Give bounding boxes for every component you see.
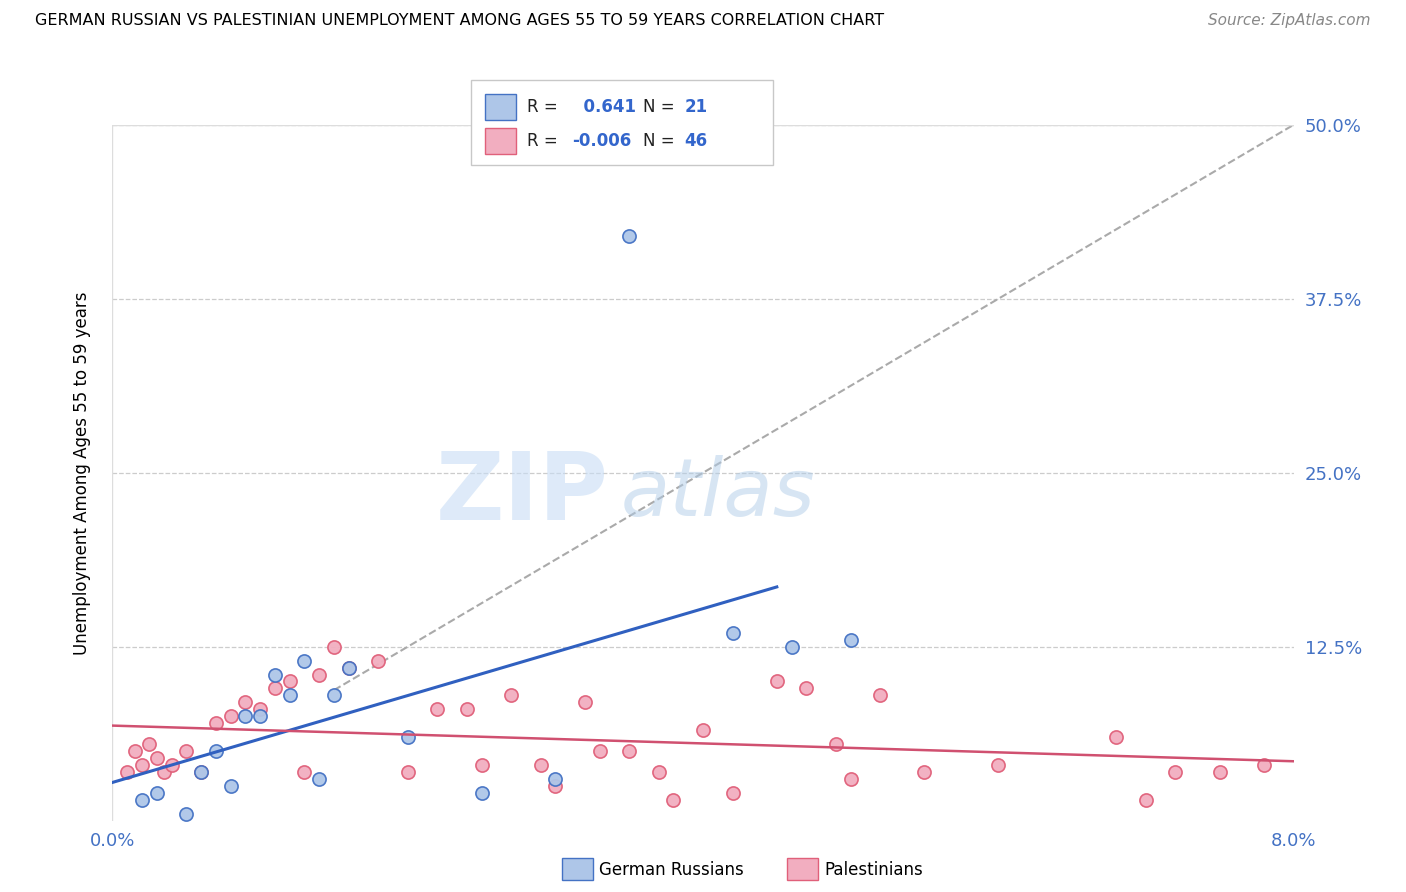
Point bbox=[1135, 793, 1157, 807]
Text: R =: R = bbox=[527, 98, 564, 116]
Point bbox=[323, 689, 346, 703]
Text: R =: R = bbox=[527, 132, 564, 150]
Point bbox=[1105, 730, 1128, 744]
Text: -0.006: -0.006 bbox=[572, 132, 631, 150]
Point bbox=[367, 654, 389, 668]
Point bbox=[574, 695, 596, 709]
Point bbox=[1208, 764, 1232, 779]
Text: 21: 21 bbox=[685, 98, 707, 116]
Point bbox=[721, 786, 744, 800]
Point bbox=[153, 764, 176, 779]
Point bbox=[619, 229, 641, 244]
Point bbox=[337, 660, 360, 674]
Point bbox=[308, 667, 330, 681]
Point bbox=[264, 667, 287, 681]
Point bbox=[264, 681, 287, 696]
Point bbox=[323, 640, 346, 654]
Point bbox=[190, 764, 212, 779]
Point bbox=[249, 709, 271, 723]
Point bbox=[692, 723, 714, 738]
Point bbox=[501, 689, 523, 703]
Point bbox=[278, 689, 301, 703]
Point bbox=[205, 744, 228, 758]
Point bbox=[721, 625, 744, 640]
Point bbox=[869, 689, 891, 703]
Point bbox=[131, 758, 153, 772]
Point bbox=[470, 786, 494, 800]
Text: 46: 46 bbox=[685, 132, 707, 150]
Point bbox=[1253, 758, 1275, 772]
Point bbox=[839, 632, 862, 647]
Point bbox=[174, 744, 197, 758]
Y-axis label: Unemployment Among Ages 55 to 59 years: Unemployment Among Ages 55 to 59 years bbox=[73, 291, 91, 655]
Point bbox=[839, 772, 862, 786]
Point bbox=[138, 737, 160, 751]
Text: ZIP: ZIP bbox=[436, 448, 609, 540]
Point bbox=[219, 779, 242, 793]
Point bbox=[426, 702, 449, 716]
Point bbox=[233, 695, 256, 709]
Point bbox=[588, 744, 610, 758]
Point bbox=[914, 764, 936, 779]
Point bbox=[1164, 764, 1187, 779]
Point bbox=[619, 744, 641, 758]
Point bbox=[396, 730, 419, 744]
Point bbox=[131, 793, 153, 807]
Point bbox=[780, 640, 803, 654]
Point bbox=[146, 786, 169, 800]
Point bbox=[190, 764, 212, 779]
Text: N =: N = bbox=[643, 98, 679, 116]
Point bbox=[117, 764, 138, 779]
Point bbox=[456, 702, 478, 716]
Point bbox=[470, 758, 494, 772]
Point bbox=[529, 758, 551, 772]
Point bbox=[292, 654, 315, 668]
Point bbox=[544, 779, 567, 793]
Text: N =: N = bbox=[643, 132, 679, 150]
Point bbox=[124, 744, 146, 758]
Point bbox=[174, 806, 197, 821]
Text: atlas: atlas bbox=[620, 455, 815, 533]
Point bbox=[796, 681, 818, 696]
Point bbox=[205, 716, 228, 731]
Point bbox=[987, 758, 1010, 772]
Point bbox=[308, 772, 330, 786]
Point bbox=[396, 764, 419, 779]
Point bbox=[146, 751, 169, 765]
Point bbox=[766, 674, 789, 689]
Text: GERMAN RUSSIAN VS PALESTINIAN UNEMPLOYMENT AMONG AGES 55 TO 59 YEARS CORRELATION: GERMAN RUSSIAN VS PALESTINIAN UNEMPLOYME… bbox=[35, 13, 884, 29]
Text: Palestinians: Palestinians bbox=[824, 861, 922, 879]
Text: 0.641: 0.641 bbox=[572, 98, 637, 116]
Point bbox=[233, 709, 256, 723]
Point bbox=[824, 737, 846, 751]
Point bbox=[292, 764, 315, 779]
Point bbox=[337, 660, 360, 674]
Point bbox=[219, 709, 242, 723]
Point bbox=[647, 764, 671, 779]
Point bbox=[160, 758, 183, 772]
Point bbox=[544, 772, 567, 786]
Point bbox=[662, 793, 685, 807]
Point bbox=[278, 674, 301, 689]
Text: German Russians: German Russians bbox=[599, 861, 744, 879]
Text: Source: ZipAtlas.com: Source: ZipAtlas.com bbox=[1208, 13, 1371, 29]
Point bbox=[249, 702, 271, 716]
